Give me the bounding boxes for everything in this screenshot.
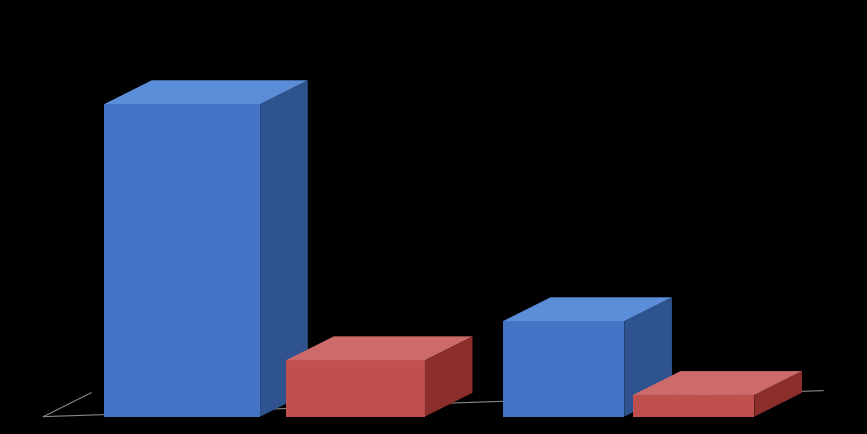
Polygon shape xyxy=(104,80,308,104)
Polygon shape xyxy=(286,336,473,360)
Polygon shape xyxy=(503,297,672,321)
Polygon shape xyxy=(425,336,473,417)
Polygon shape xyxy=(503,321,624,417)
Polygon shape xyxy=(104,104,260,417)
Polygon shape xyxy=(633,395,754,417)
Polygon shape xyxy=(624,297,672,417)
Polygon shape xyxy=(754,371,802,417)
Polygon shape xyxy=(286,360,425,417)
Polygon shape xyxy=(260,80,308,417)
Polygon shape xyxy=(633,371,802,395)
